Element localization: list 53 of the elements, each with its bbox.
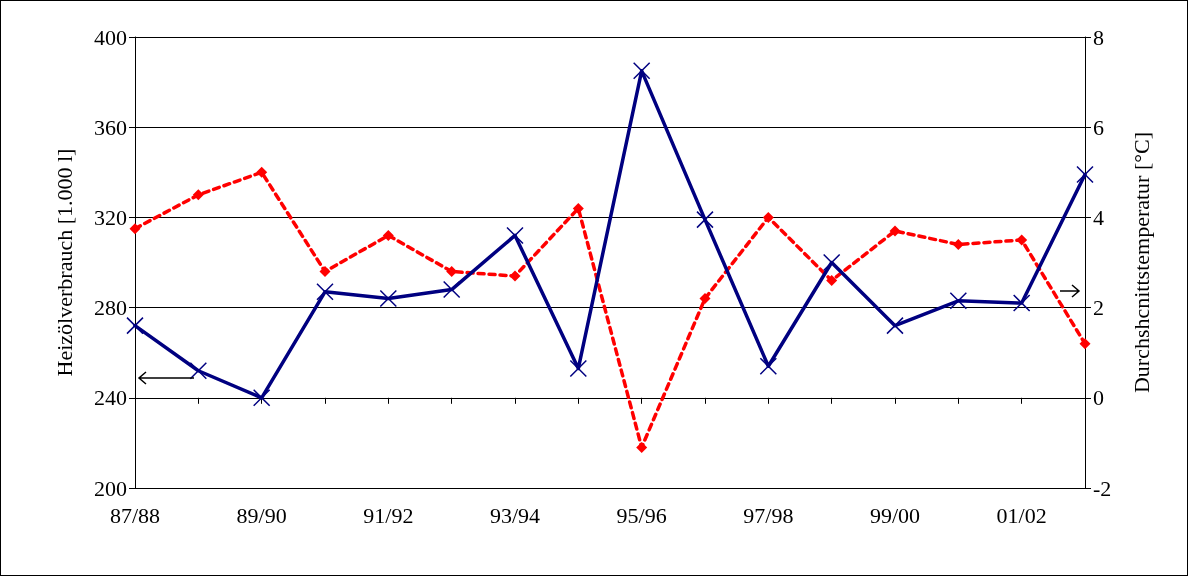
x-tick-label: 95/96 [616,502,667,528]
x-tick-label: 99/00 [869,502,921,528]
point [822,253,841,272]
x-tick-label: 89/90 [236,502,287,528]
point [382,229,394,241]
x-tick-label: 97/98 [743,502,794,528]
point [1079,338,1091,350]
point [192,189,204,201]
x-tick-label: 91/92 [363,502,414,528]
point [316,283,334,301]
y-tick-label: 280 [94,295,127,321]
point [699,293,711,305]
point [1012,294,1031,312]
point [759,357,778,375]
point [762,211,774,223]
y2-tick-label: 6 [1093,114,1104,140]
point [126,316,144,335]
point [506,226,524,245]
y2-tick-label: 2 [1093,295,1104,321]
y2-axis-title: Durchshcnittstemperatur [°C] [1128,131,1154,394]
y-tick-label: 360 [94,114,127,140]
y2-tick-label: 0 [1093,385,1104,411]
point [319,266,331,278]
point [189,361,208,380]
point [1076,165,1094,184]
point [569,359,588,378]
point [886,316,904,335]
y2-tick-label: 8 [1093,24,1104,50]
point [572,202,584,214]
point [949,292,968,310]
point [129,223,141,235]
x-tick-label: 93/94 [489,502,541,528]
x-tick-label: 01/02 [996,502,1047,528]
point [889,225,901,237]
y2-tick-label: 4 [1093,204,1104,230]
point [952,238,964,250]
y-tick-label: 200 [94,475,127,501]
point [256,166,268,178]
y2-tick-label: -2 [1093,475,1112,501]
x-tick-label: 87/88 [109,502,161,528]
point [1016,234,1028,246]
point [379,289,398,308]
y-tick-label: 320 [94,204,127,230]
point [252,389,271,407]
point [696,210,714,229]
y-tick-label: 240 [94,385,127,411]
point [442,280,461,299]
point [632,62,651,80]
point [826,275,838,287]
y-tick-label: 400 [94,24,127,50]
y-axis-title: Heizölverbrauch [1.000 l] [51,148,77,377]
point [509,270,521,282]
point [636,441,648,453]
